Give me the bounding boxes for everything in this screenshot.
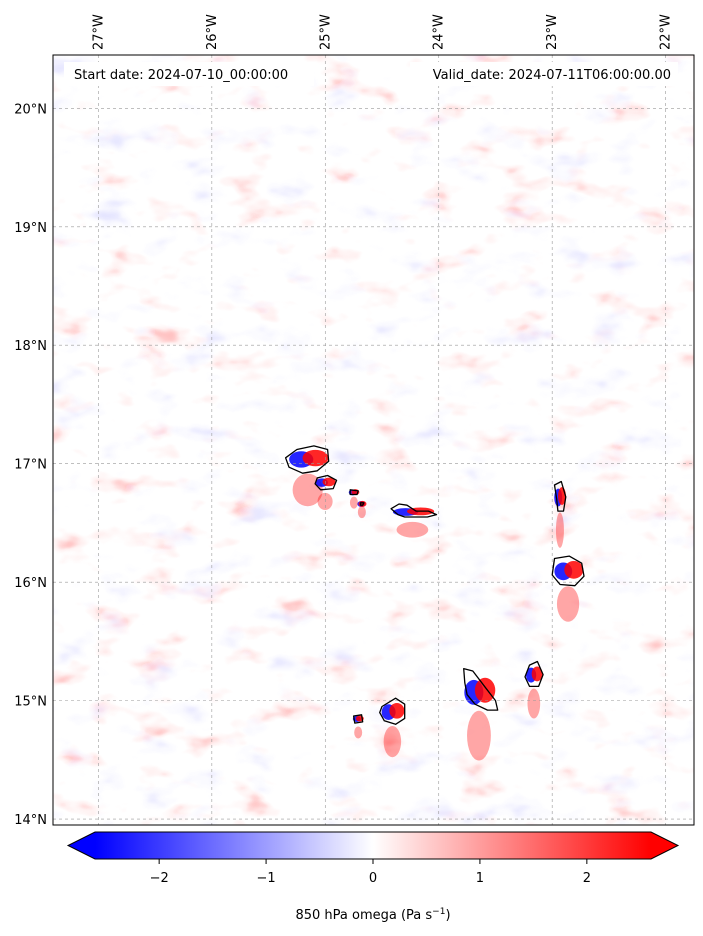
lat-tick-label-4: 16°N: [14, 576, 47, 591]
lon-tick-label-4: 23°W: [545, 14, 560, 50]
island-outline-6: [551, 555, 585, 587]
lat-tick-label-2: 18°N: [14, 339, 47, 354]
valid-label-box: [410, 62, 678, 86]
map-frame: [52, 54, 695, 826]
updraft-spot-0: [302, 449, 329, 467]
updraft-spot-3: [358, 500, 367, 507]
updraft-spot-8: [474, 677, 496, 703]
lat-tick-label-3: 17°N: [14, 458, 47, 473]
colorbar: −2 −1 0 1 2 850 hPa omega (Pa s−1): [66, 831, 680, 923]
lat-tick-label-5: 15°N: [14, 695, 47, 710]
lee-wave-8: [467, 710, 491, 761]
island-outline-3: [359, 502, 365, 506]
island-outline-9: [379, 697, 406, 725]
valid-date-label: Valid_date: 2024-07-11T06:00:00.00: [433, 68, 671, 83]
island-outline-1: [314, 474, 338, 491]
colorbar-label-exponent: −1: [432, 907, 445, 917]
longitude-tick-labels: 27°W 26°W 25°W 24°W 23°W 22°W: [91, 14, 673, 50]
lee-wave-9: [383, 725, 402, 758]
updraft-spot-6: [564, 560, 584, 579]
updraft-spot-1: [322, 477, 336, 487]
colorbar-label: 850 hPa omega (Pa s−1): [295, 907, 450, 923]
island-outline-8: [463, 667, 499, 711]
lee-wave-7: [527, 688, 541, 719]
island-outlines: [284, 445, 585, 725]
island-outline-5: [553, 480, 567, 512]
start-date-label: Start date: 2024-07-10_00:00:00: [74, 68, 288, 83]
island-outline-7: [524, 660, 544, 688]
island-outline-2: [349, 489, 359, 496]
lon-tick-label-3: 24°W: [432, 14, 447, 50]
lon-tick-label-0: 27°W: [91, 14, 106, 50]
colorbar-tick-label-3: 1: [476, 871, 484, 886]
colorbar-tick-label-2: 0: [369, 871, 377, 886]
lon-tick-label-1: 26°W: [205, 14, 220, 50]
start-label-box: [64, 62, 314, 86]
lon-tick-label-2: 25°W: [318, 14, 333, 50]
latitude-tick-labels: 20°N 19°N 18°N 17°N 16°N 15°N 14°N: [14, 102, 47, 828]
colorbar-tick-label-4: 2: [583, 871, 591, 886]
island-outline-4: [390, 503, 438, 518]
lee-wave-10: [354, 726, 363, 739]
lee-wave-5: [555, 512, 564, 548]
colorbar-tick-label-1: −1: [256, 871, 275, 886]
colorbar-ticks: −2 −1 0 1 2: [150, 859, 591, 886]
orographic-hotspots: [289, 449, 584, 761]
lat-tick-label-1: 19°N: [14, 221, 47, 236]
map-panel: Start date: 2024-07-10_00:00:00 Valid_da…: [14, 14, 695, 828]
lon-tick-label-5: 22°W: [659, 14, 674, 50]
island-outline-10: [352, 714, 364, 724]
lee-wave-6: [556, 586, 580, 622]
island-outline-0: [284, 445, 330, 474]
colorbar-label-close: ): [445, 908, 450, 923]
colorbar-label-main: 850 hPa omega (Pa s: [295, 908, 432, 923]
colorbar-tick-label-0: −2: [150, 871, 169, 886]
colorbar-min-extension: [68, 832, 95, 859]
colorbar-max-extension: [651, 832, 678, 859]
lee-wave-2: [349, 496, 358, 509]
lat-tick-label-6: 14°N: [14, 813, 47, 828]
colorbar-outline: [66, 831, 680, 860]
updraft-spot-9: [389, 703, 405, 719]
gridlines: [53, 55, 694, 825]
updraft-spot-7: [531, 666, 543, 682]
colorbar-gradient: [95, 832, 651, 859]
omega-field: [53, 55, 694, 825]
lat-tick-label-0: 20°N: [14, 102, 47, 117]
lee-wave-3: [357, 506, 366, 519]
lee-wave-4: [396, 521, 429, 538]
